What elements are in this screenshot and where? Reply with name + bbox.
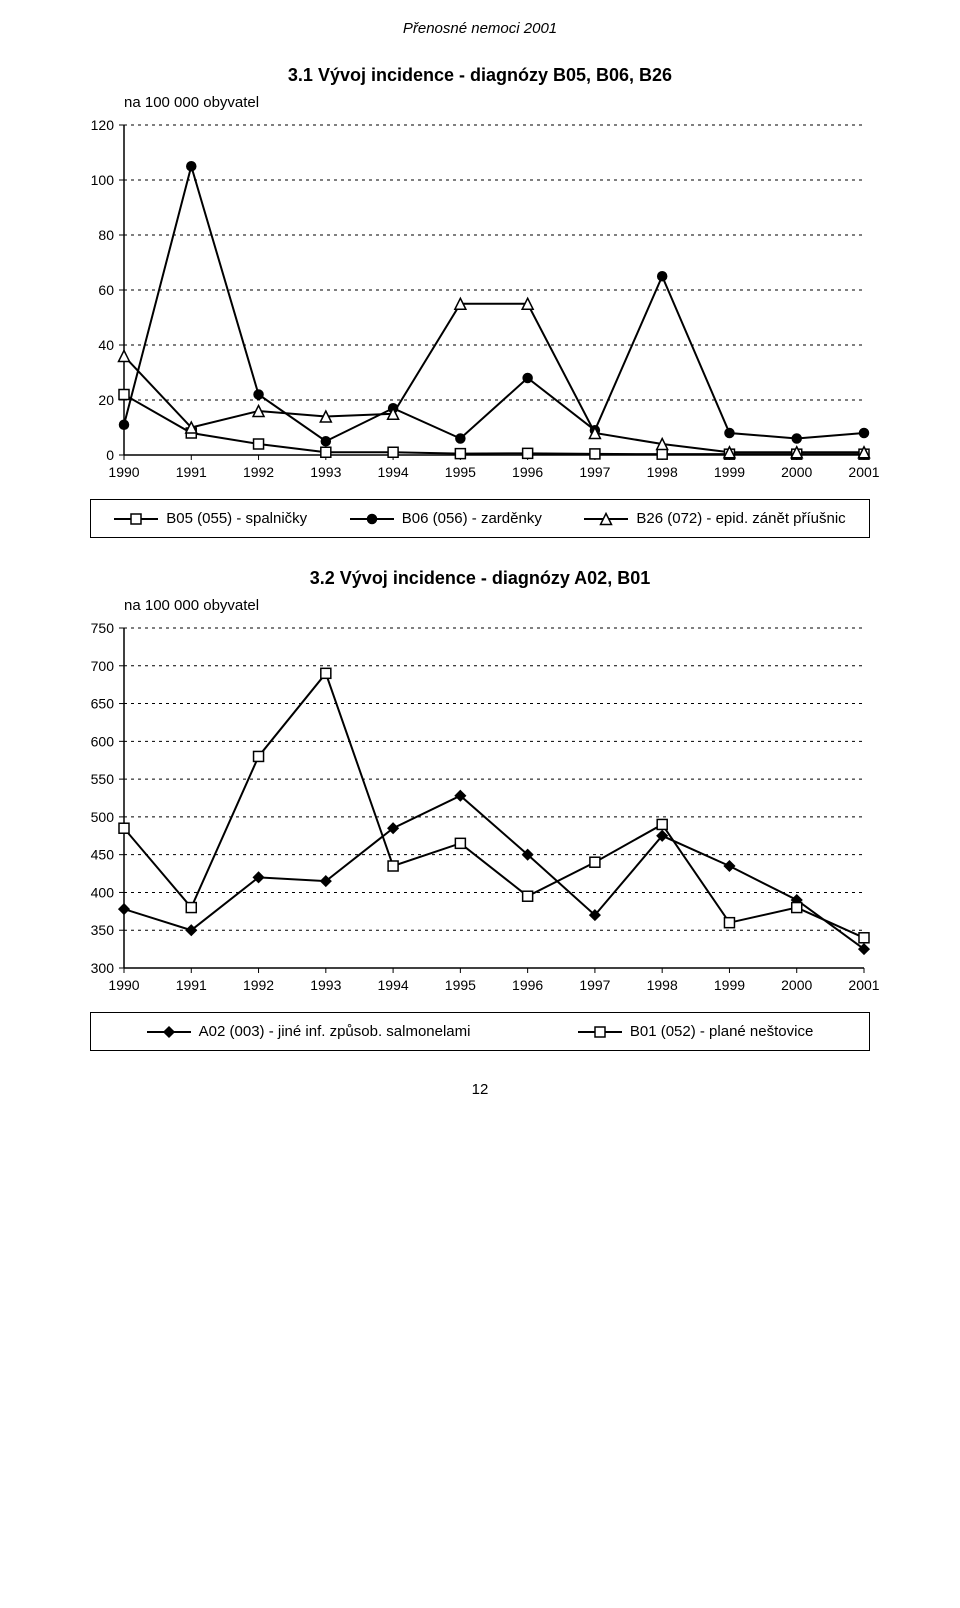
- svg-text:100: 100: [91, 172, 115, 188]
- svg-text:400: 400: [91, 884, 115, 900]
- svg-text:80: 80: [98, 227, 114, 243]
- svg-text:60: 60: [98, 282, 114, 298]
- svg-text:1995: 1995: [445, 464, 476, 480]
- svg-text:0: 0: [106, 447, 114, 463]
- legend-label: B01 (052) - plané neštovice: [630, 1023, 813, 1040]
- svg-text:1993: 1993: [310, 464, 341, 480]
- svg-text:500: 500: [91, 809, 115, 825]
- svg-text:1999: 1999: [714, 464, 745, 480]
- legend-label: B06 (056) - zarděnky: [402, 510, 542, 527]
- svg-text:1998: 1998: [647, 464, 678, 480]
- legend-item: A02 (003) - jiné inf. způsob. salmonelam…: [147, 1023, 471, 1040]
- svg-text:40: 40: [98, 337, 114, 353]
- legend-label: B05 (055) - spalničky: [166, 510, 307, 527]
- svg-text:20: 20: [98, 392, 114, 408]
- chart1-legend: B05 (055) - spalničky B06 (056) - zarděnk…: [90, 499, 870, 538]
- svg-text:550: 550: [91, 771, 115, 787]
- chart2-figure: na 100 000 obyvatel 300 350 400 450 500 550 60…: [60, 597, 900, 1051]
- svg-text:750: 750: [91, 620, 115, 636]
- chart1-title: 3.1 Vývoj incidence - diagnózy B05, B06,…: [40, 65, 920, 86]
- svg-text:300: 300: [91, 960, 115, 976]
- legend-item: B01 (052) - plané neštovice: [578, 1023, 813, 1040]
- chart2-legend: A02 (003) - jiné inf. způsob. salmonelam…: [90, 1012, 870, 1051]
- svg-text:1997: 1997: [579, 464, 610, 480]
- legend-item: B26 (072) - epid. zánět příušnic: [584, 510, 845, 527]
- svg-text:1993: 1993: [310, 977, 341, 993]
- chart1-plot: 0 20 40 60 80 100 120 1990 1991 1992 1993 1994 1995 1…: [60, 115, 900, 489]
- svg-text:700: 700: [91, 658, 115, 674]
- svg-text:1996: 1996: [512, 977, 543, 993]
- chart1-figure: na 100 000 obyvatel 0 20 40 60 80 100 120 1990 1…: [60, 94, 900, 538]
- svg-text:1992: 1992: [243, 464, 274, 480]
- svg-text:1996: 1996: [512, 464, 543, 480]
- svg-text:1990: 1990: [108, 464, 139, 480]
- svg-text:2000: 2000: [781, 464, 812, 480]
- svg-text:650: 650: [91, 696, 115, 712]
- legend-label: A02 (003) - jiné inf. způsob. salmonelam…: [199, 1023, 471, 1040]
- legend-label: B26 (072) - epid. zánět příušnic: [636, 510, 845, 527]
- svg-text:2001: 2001: [848, 464, 879, 480]
- svg-text:1990: 1990: [108, 977, 139, 993]
- chart2-plot: 300 350 400 450 500 550 600 650 700 750 1990 1991 19…: [60, 618, 900, 1002]
- svg-text:1998: 1998: [647, 977, 678, 993]
- svg-text:1999: 1999: [714, 977, 745, 993]
- svg-text:1991: 1991: [176, 464, 207, 480]
- svg-text:1994: 1994: [378, 977, 409, 993]
- svg-text:1992: 1992: [243, 977, 274, 993]
- svg-text:1994: 1994: [378, 464, 409, 480]
- svg-text:1995: 1995: [445, 977, 476, 993]
- chart2-subtitle: na 100 000 obyvatel: [124, 597, 900, 614]
- svg-text:1991: 1991: [176, 977, 207, 993]
- svg-text:2001: 2001: [848, 977, 879, 993]
- page: Přenosné nemoci 2001 3.1 Vývoj incidence…: [0, 0, 960, 1138]
- page-number: 12: [40, 1081, 920, 1098]
- legend-item: B05 (055) - spalničky: [114, 510, 307, 527]
- svg-text:120: 120: [91, 117, 115, 133]
- doc-header: Přenosné nemoci 2001: [40, 20, 920, 37]
- chart1-subtitle: na 100 000 obyvatel: [124, 94, 900, 111]
- svg-text:450: 450: [91, 847, 115, 863]
- svg-text:600: 600: [91, 733, 115, 749]
- svg-text:350: 350: [91, 922, 115, 938]
- svg-text:1997: 1997: [579, 977, 610, 993]
- legend-item: B06 (056) - zarděnky: [350, 510, 542, 527]
- svg-text:2000: 2000: [781, 977, 812, 993]
- chart2-title: 3.2 Vývoj incidence - diagnózy A02, B01: [40, 568, 920, 589]
